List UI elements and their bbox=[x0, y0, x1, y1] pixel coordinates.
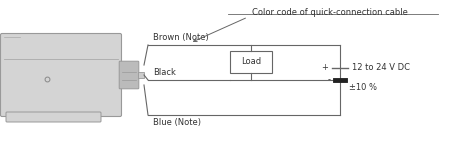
FancyBboxPatch shape bbox=[0, 33, 122, 117]
Bar bbox=[138, 72, 144, 78]
Text: ±10 %: ±10 % bbox=[349, 83, 377, 92]
Text: Black: Black bbox=[153, 68, 176, 77]
Text: Load: Load bbox=[241, 57, 261, 66]
Bar bbox=[230, 51, 272, 73]
Text: 12 to 24 V DC: 12 to 24 V DC bbox=[352, 63, 410, 72]
FancyBboxPatch shape bbox=[6, 112, 101, 122]
Text: Color code of quick-connection cable: Color code of quick-connection cable bbox=[252, 8, 408, 17]
Text: +: + bbox=[321, 63, 328, 72]
Text: Brown (Note): Brown (Note) bbox=[153, 33, 209, 42]
Text: -: - bbox=[328, 75, 331, 84]
Text: Blue (Note): Blue (Note) bbox=[153, 118, 201, 127]
FancyBboxPatch shape bbox=[119, 61, 139, 89]
